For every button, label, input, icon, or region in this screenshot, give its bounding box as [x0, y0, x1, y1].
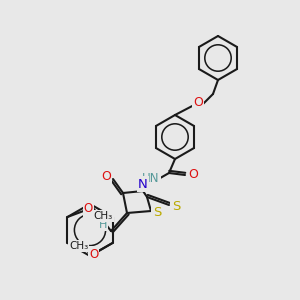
Text: HN: HN [142, 172, 160, 184]
Text: N: N [138, 178, 148, 190]
Text: S: S [172, 200, 180, 212]
Text: H: H [99, 220, 107, 230]
Text: S: S [153, 206, 161, 218]
Text: CH₃: CH₃ [94, 211, 113, 221]
Text: O: O [89, 248, 98, 260]
Text: CH₃: CH₃ [69, 241, 88, 251]
Text: O: O [188, 169, 198, 182]
Text: O: O [84, 202, 93, 215]
Text: O: O [193, 97, 203, 110]
Text: O: O [101, 170, 111, 184]
